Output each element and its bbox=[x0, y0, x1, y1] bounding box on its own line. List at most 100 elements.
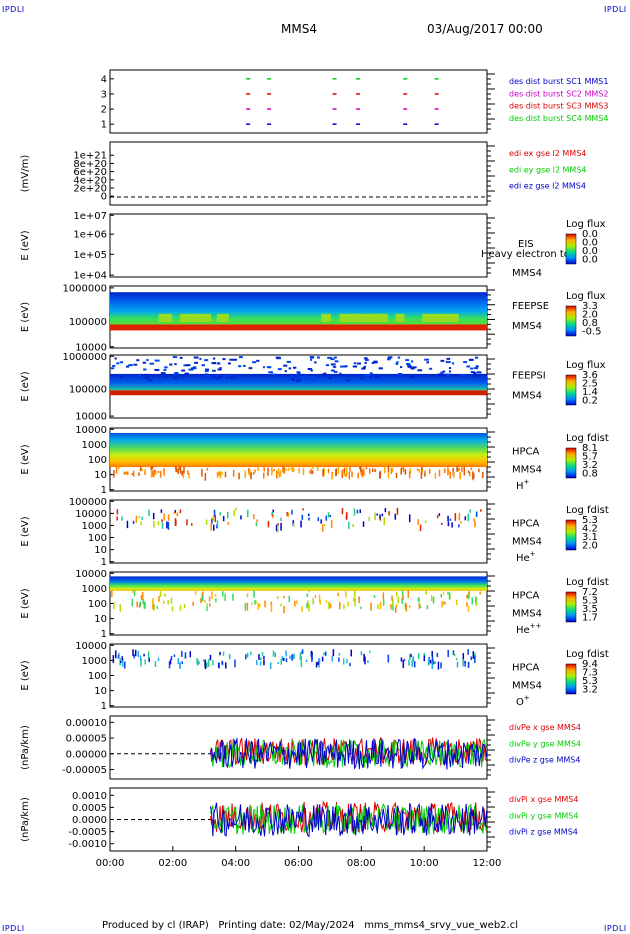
spectrogram-speckle bbox=[154, 472, 157, 475]
spectrogram-speckle bbox=[405, 359, 409, 362]
spectrogram-speckle bbox=[148, 379, 153, 382]
spectrogram-speckle bbox=[192, 601, 194, 606]
spectrogram-speckle bbox=[167, 600, 169, 605]
colorbar-tick-label: 0.0 bbox=[582, 238, 598, 249]
spectrogram-speckle bbox=[302, 508, 304, 511]
spectrogram-speckle bbox=[352, 365, 358, 368]
spectrogram-speckle bbox=[391, 598, 394, 607]
spectrogram-speckle bbox=[325, 515, 328, 521]
y-axis-label: E (eV) bbox=[20, 230, 31, 260]
spectrogram-speckle bbox=[250, 651, 252, 656]
spectrogram-speckle bbox=[131, 589, 134, 594]
y-tick-label: 10000 bbox=[75, 569, 107, 580]
spectrogram-speckle bbox=[205, 519, 208, 525]
spectrogram-speckle bbox=[402, 466, 405, 473]
spectrogram-speckle bbox=[151, 470, 154, 477]
spectrogram-speckle bbox=[332, 649, 335, 657]
spectrogram-speckle bbox=[343, 467, 346, 474]
spectrogram-speckle bbox=[467, 513, 470, 522]
spectrogram-speckle bbox=[438, 469, 441, 477]
spectrogram-feature bbox=[438, 313, 459, 322]
y-tick-label: 1000 bbox=[82, 656, 107, 667]
spectrogram-speckle bbox=[278, 471, 281, 478]
spectrogram-feature bbox=[179, 313, 201, 322]
spectrogram-speckle bbox=[284, 370, 287, 373]
spectrogram-speckle bbox=[437, 373, 442, 376]
spectrogram-speckle bbox=[306, 593, 309, 598]
instrument-label: FEEPSE bbox=[512, 301, 549, 312]
spectrogram-speckle bbox=[112, 364, 116, 367]
spectrogram-speckle bbox=[352, 523, 354, 528]
spectrogram-speckle bbox=[442, 370, 446, 373]
spectrogram-speckle bbox=[331, 655, 334, 662]
spectrogram-speckle bbox=[408, 659, 410, 666]
spectrogram-speckle bbox=[472, 471, 474, 480]
y-tick-label: -0.0010 bbox=[68, 839, 107, 850]
series-line bbox=[210, 802, 487, 838]
spectrogram-speckle bbox=[159, 591, 162, 598]
spectrogram-speckle bbox=[286, 360, 291, 363]
spectrogram-speckle bbox=[441, 601, 443, 608]
spectrogram-speckle bbox=[345, 591, 347, 598]
colorbar bbox=[565, 233, 577, 265]
spectrogram-speckle bbox=[417, 519, 419, 526]
spectrogram-speckle bbox=[244, 602, 247, 611]
legend-entry: des dist burst SC2 MMS2 bbox=[509, 89, 608, 98]
spectrogram-speckle bbox=[446, 373, 450, 376]
spectrogram-speckle bbox=[328, 377, 332, 380]
spectrogram-speckle bbox=[140, 521, 142, 526]
spectrogram-speckle bbox=[407, 365, 413, 368]
spectrogram-speckle bbox=[214, 594, 217, 597]
spectrogram-speckle bbox=[273, 376, 278, 379]
colorbar-tick-label: 5.3 bbox=[582, 676, 598, 687]
spectrogram-speckle bbox=[341, 469, 344, 476]
spectrogram-speckle bbox=[452, 467, 454, 476]
spectrogram-speckle bbox=[410, 375, 415, 378]
spectrogram-speckle bbox=[152, 601, 154, 610]
spectrogram-speckle bbox=[113, 470, 115, 478]
spectrogram-speckle bbox=[301, 649, 304, 654]
spectrogram-speckle bbox=[396, 361, 399, 364]
y-axis-label: E (eV) bbox=[20, 660, 31, 690]
spectrogram-speckle bbox=[306, 603, 308, 609]
spectrogram-speckle bbox=[372, 468, 374, 473]
spectrogram-speckle bbox=[475, 374, 480, 377]
spectrogram-speckle bbox=[447, 649, 449, 658]
legend-entry: des dist burst SC1 MMS1 bbox=[509, 77, 608, 86]
spectrogram-band bbox=[110, 390, 487, 396]
spectrogram-speckle bbox=[449, 471, 452, 479]
spectrogram-speckle bbox=[403, 658, 406, 661]
spectrogram-feature bbox=[355, 313, 373, 322]
spectrogram-speckle bbox=[205, 368, 210, 371]
corner-label-bottom-left: IPDLI bbox=[2, 924, 25, 933]
spectrogram-speckle bbox=[179, 605, 182, 611]
spectrogram-speckle bbox=[309, 470, 311, 474]
spectrogram-speckle bbox=[212, 357, 216, 360]
spectrogram-speckle bbox=[453, 653, 456, 657]
spectrogram-speckle bbox=[331, 376, 335, 379]
spectrogram-speckle bbox=[480, 509, 482, 512]
spectrogram-speckle bbox=[143, 368, 147, 371]
spectrogram-speckle bbox=[344, 365, 348, 368]
y-tick-label: 0.00000 bbox=[66, 749, 107, 760]
spectrogram-speckle bbox=[459, 472, 461, 479]
spectrogram-speckle bbox=[277, 523, 279, 526]
spectrogram-speckle bbox=[154, 469, 157, 473]
spectrogram-speckle bbox=[468, 358, 473, 361]
spectrogram-speckle bbox=[141, 591, 144, 600]
spectrogram-speckle bbox=[406, 364, 411, 367]
y-tick-label: 10 bbox=[94, 614, 107, 625]
spectrogram-speckle bbox=[440, 522, 443, 526]
spectrogram-speckle bbox=[323, 652, 325, 656]
spectrogram-speckle bbox=[257, 466, 259, 472]
spectrogram-feature bbox=[395, 313, 405, 322]
spectrogram-speckle bbox=[408, 471, 411, 479]
spectrogram-speckle bbox=[322, 468, 325, 473]
spectrogram-speckle bbox=[466, 602, 468, 607]
spectrogram-speckle bbox=[417, 653, 420, 660]
spectrogram-speckle bbox=[397, 596, 399, 604]
spectrogram-speckle bbox=[256, 660, 258, 666]
colorbar bbox=[565, 305, 577, 337]
spectrogram-speckle bbox=[320, 519, 322, 524]
spectrogram-speckle bbox=[474, 652, 476, 659]
